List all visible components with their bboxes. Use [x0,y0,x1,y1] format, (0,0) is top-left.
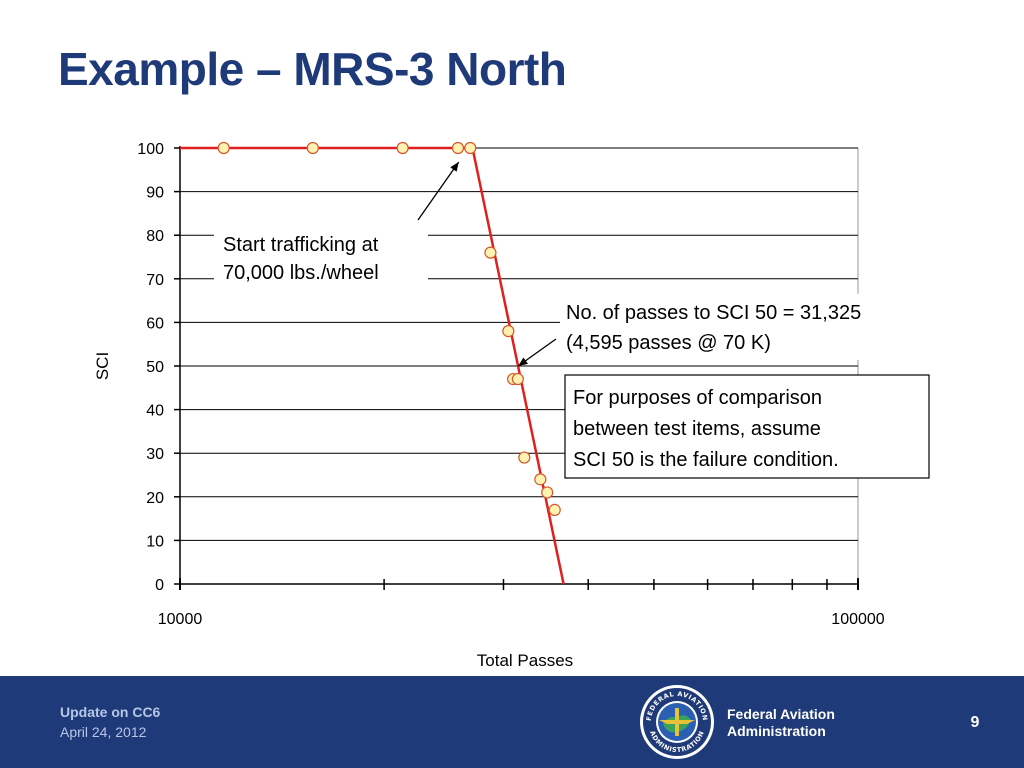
y-tick-label: 50 [146,359,164,376]
annotation-1-text: 70,000 lbs./wheel [223,262,379,284]
agency-name-line2: Administration [727,723,826,739]
axis-labels: 0 10 20 30 40 50 60 70 80 90 100 10000 100000 Total P… [93,141,885,670]
agency-name: Federal Aviation Administration [727,706,835,740]
y-tick-label: 30 [146,446,164,463]
data-point [484,246,497,259]
data-point [511,372,524,386]
agency-name-line1: Federal Aviation [727,706,835,722]
annotation-2-bg [560,294,958,360]
data-point [217,141,230,155]
x-axis-title: Total Passes [477,651,573,670]
page-number: 9 [970,714,980,731]
y-tick-label: 90 [146,185,164,202]
y-tick-label: 10 [146,533,164,550]
data-point [464,141,477,155]
y-tick-label: 60 [146,315,164,332]
y-tick-label: 0 [155,577,164,594]
data-point [534,473,547,486]
annotation-3-box [564,374,930,479]
annotation-1-arrow [417,161,460,221]
y-tick-label: 80 [146,228,164,245]
sci-vs-passes-chart: Start trafficking at 70,000 lbs./wheel No.… [93,141,958,670]
annotation-1-text: Start trafficking at [223,234,379,256]
annotation-2-text: (4,595 passes @ 70 K) [566,332,771,354]
annotation-1-bg [214,226,428,292]
annotations: Start trafficking at 70,000 lbs./wheel No.… [214,161,958,479]
data-point [548,503,561,516]
y-tick-label: 70 [146,272,164,289]
data-point [518,451,531,464]
data-point [541,486,554,499]
annotation-1-arrow-head [450,162,459,172]
footer-topic: Update on CC6 [60,704,161,720]
y-tick-label: 20 [146,490,164,507]
annotation-2-text: No. of passes to SCI 50 = 31,325 [566,302,861,324]
footer-date: April 24, 2012 [60,724,147,740]
y-axis-title: SCI [93,352,112,380]
data-point [451,141,465,155]
slide-footer: Update on CC6 April 24, 2012 FEDERAL AVI… [0,676,1024,768]
x-tick-label: 100000 [831,611,884,628]
annotation-3-text: between test items, assume [573,418,821,440]
data-point [396,141,409,155]
y-tick-label: 100 [137,141,164,158]
x-tick-label: 10000 [158,611,203,628]
annotation-2-arrow-head [518,357,528,366]
annotation-3-text: SCI 50 is the failure condition. [573,449,839,471]
data-point [502,325,515,338]
slide-title: Example – MRS-3 North [58,43,567,95]
data-points [217,141,561,516]
annotation-3-text: For purposes of comparison [573,387,822,409]
faa-seal-logo: FEDERAL AVIATION ADMINISTRATION [640,685,714,759]
axes [174,146,859,590]
y-tick-label: 40 [146,403,164,420]
data-point [306,141,319,155]
